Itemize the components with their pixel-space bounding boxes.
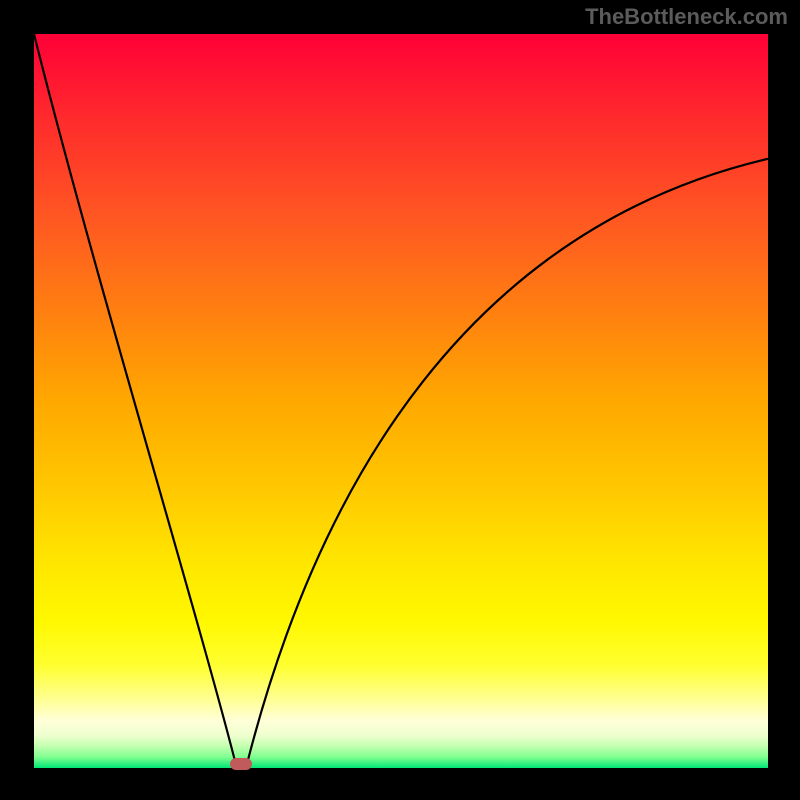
watermark-text: TheBottleneck.com — [585, 4, 788, 30]
chart-container: TheBottleneck.com — [0, 0, 800, 800]
plot-area — [34, 34, 768, 768]
optimum-marker — [230, 758, 252, 770]
bottleneck-curve — [34, 34, 768, 764]
curve-layer — [34, 34, 768, 768]
